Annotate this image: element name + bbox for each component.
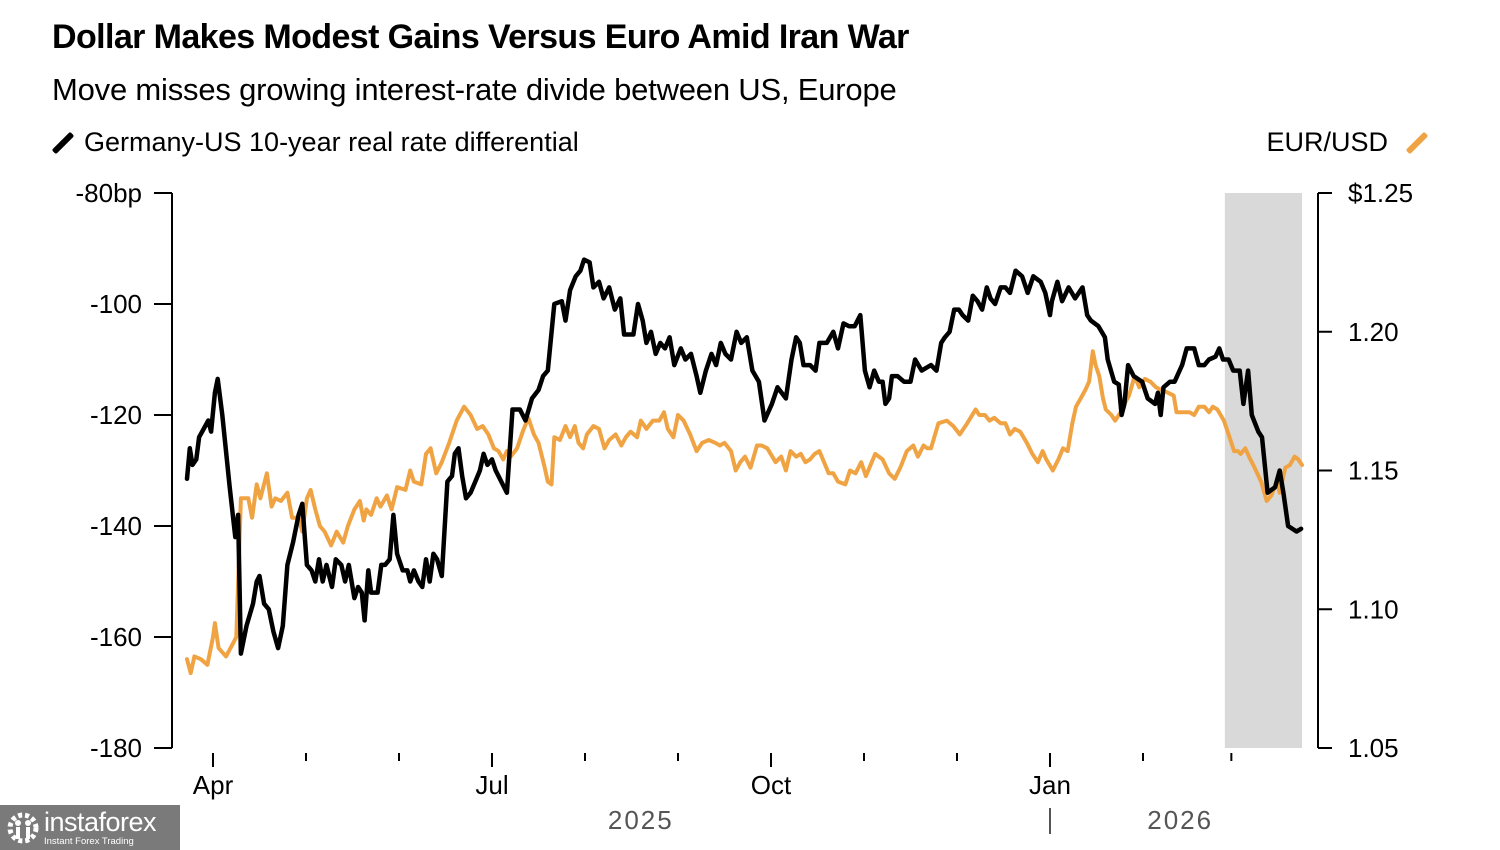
legend-item-eurusd: EUR/USD: [1266, 127, 1429, 158]
left-axis-tick-label: -100: [90, 289, 142, 319]
x-axis-tick-label: Oct: [751, 770, 792, 800]
chart-title: Dollar Makes Modest Gains Versus Euro Am…: [52, 18, 909, 56]
gear-person-logo-icon: [7, 812, 39, 843]
right-axis-tick-label: 1.15: [1348, 456, 1399, 486]
series-layer: [184, 257, 1304, 676]
x-axis-tick-label: Apr: [193, 770, 234, 800]
x-axis-year-label: 2025: [608, 805, 674, 835]
right-axis-tick-label: 1.05: [1348, 733, 1399, 763]
watermark-tagline: Instant Forex Trading: [44, 835, 134, 847]
left-axis-tick-label: -140: [90, 511, 142, 541]
chart-subtitle: Move misses growing interest-rate divide…: [52, 72, 897, 107]
left-axis-tick-label: -180: [90, 733, 142, 763]
left-axis-tick-label: -160: [90, 622, 142, 652]
x-axis-tick-label: Jan: [1029, 770, 1071, 800]
instaforex-watermark: instaforex Instant Forex Trading: [0, 805, 180, 850]
legend-label-eurusd: EUR/USD: [1266, 127, 1388, 157]
right-axis: $1.25 1.20 1.15 1.10 1.05: [1317, 178, 1413, 763]
series-line-rate-differential: [184, 257, 1304, 656]
x-axis-tick-label: Jul: [475, 770, 508, 800]
legend-item-rate-differential: Germany-US 10-year real rate differentia…: [51, 127, 579, 158]
series-line-eurusd: [185, 349, 1304, 676]
left-axis-tick-label: -80bp: [76, 178, 143, 208]
legend-label-rate-differential: Germany-US 10-year real rate differentia…: [84, 127, 579, 157]
right-axis-tick-label: $1.25: [1348, 178, 1413, 208]
right-axis-tick-label: 1.10: [1348, 594, 1399, 624]
left-axis-tick-label: -120: [90, 400, 142, 430]
x-axis: Apr Jul Oct Jan 2025 2026: [193, 753, 1233, 835]
left-axis: -80bp -100 -120 -140 -160 -180: [76, 178, 173, 763]
watermark-brand: instaforex: [44, 806, 157, 837]
x-axis-year-label: 2026: [1147, 805, 1213, 835]
right-axis-tick-label: 1.20: [1348, 317, 1399, 347]
